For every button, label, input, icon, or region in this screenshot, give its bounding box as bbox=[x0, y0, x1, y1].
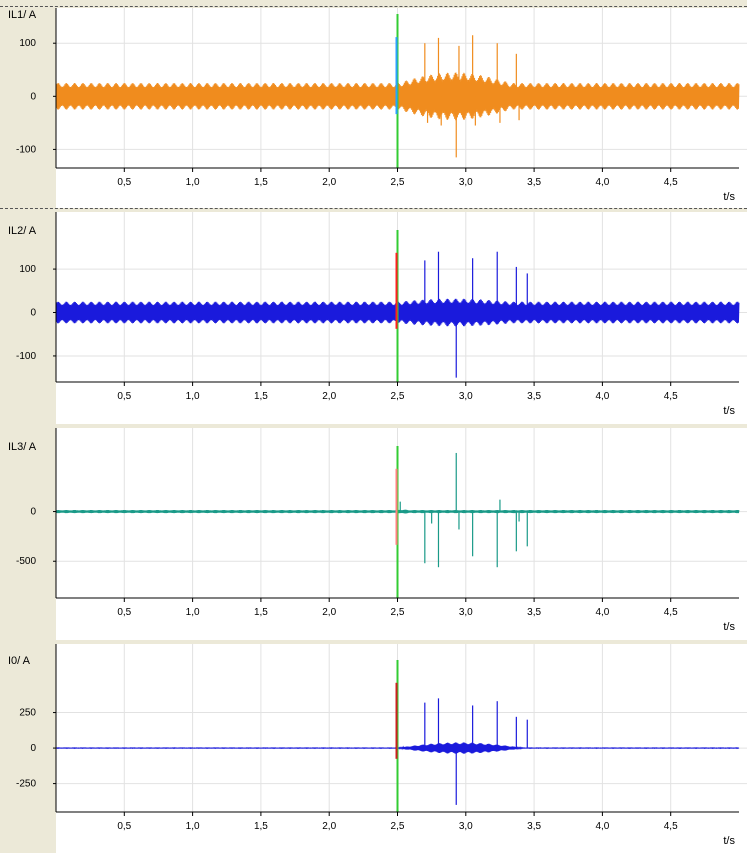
x-tick-label: 0,5 bbox=[117, 177, 131, 188]
x-tick-label: 3,5 bbox=[527, 177, 541, 188]
x-tick-label: 3,5 bbox=[527, 607, 541, 618]
chart-panel-il1: 100 0 -100 0,5 1,0 1,5 2,0 2,5 3,0 3,5 4,0 4,5 IL1/ … bbox=[0, 8, 747, 208]
y-tick-label: -100 bbox=[16, 144, 36, 155]
x-tick-label: 2,5 bbox=[391, 177, 405, 188]
y-tick-label: 0 bbox=[30, 308, 36, 319]
x-tick-label: 1,0 bbox=[186, 607, 200, 618]
x-axis-title: t/s bbox=[723, 191, 735, 203]
x-tick-label: 3,0 bbox=[459, 177, 473, 188]
x-tick-label: 2,0 bbox=[322, 177, 336, 188]
x-tick-label: 3,0 bbox=[459, 391, 473, 402]
x-tick-label: 1,5 bbox=[254, 177, 268, 188]
x-tick-label: 4,5 bbox=[664, 821, 678, 832]
x-tick-label: 4,0 bbox=[595, 821, 609, 832]
y-tick-label: 0 bbox=[30, 91, 36, 102]
y-tick-label: -250 bbox=[16, 779, 36, 790]
x-tick-label: 2,5 bbox=[391, 821, 405, 832]
top-separator bbox=[0, 6, 747, 7]
x-tick-label: 4,5 bbox=[664, 607, 678, 618]
x-tick-label: 1,5 bbox=[254, 607, 268, 618]
x-tick-label: 1,0 bbox=[186, 821, 200, 832]
y-axis-title: IL1/ A bbox=[8, 9, 37, 21]
x-tick-label: 4,0 bbox=[595, 607, 609, 618]
x-axis-title: t/s bbox=[723, 621, 735, 633]
y-tick-label: 100 bbox=[19, 38, 36, 49]
chart-il3: 0 -500 0,5 1,0 1,5 2,0 2,5 3,0 3,5 4,0 4,5 IL3/ A t/… bbox=[8, 428, 747, 640]
y-tick-label: -500 bbox=[16, 556, 36, 567]
chart-il1: 100 0 -100 0,5 1,0 1,5 2,0 2,5 3,0 3,5 4,0 4,5 IL1/ … bbox=[8, 8, 747, 208]
x-tick-label: 1,5 bbox=[254, 821, 268, 832]
chart-panel-il3: 0 -500 0,5 1,0 1,5 2,0 2,5 3,0 3,5 4,0 4,5 IL3/ A t/… bbox=[0, 428, 747, 640]
plot-area bbox=[56, 8, 747, 208]
x-tick-label: 4,0 bbox=[595, 177, 609, 188]
y-tick-label: 100 bbox=[19, 264, 36, 275]
y-axis-title: I0/ A bbox=[8, 655, 31, 667]
x-tick-label: 2,5 bbox=[391, 607, 405, 618]
x-tick-label: 4,0 bbox=[595, 391, 609, 402]
x-tick-label: 1,5 bbox=[254, 391, 268, 402]
x-tick-label: 4,5 bbox=[664, 391, 678, 402]
plot-area bbox=[56, 428, 747, 640]
x-axis-title: t/s bbox=[723, 835, 735, 847]
x-tick-label: 2,0 bbox=[322, 821, 336, 832]
x-axis-title: t/s bbox=[723, 405, 735, 417]
x-tick-label: 3,5 bbox=[527, 391, 541, 402]
x-tick-label: 3,0 bbox=[459, 821, 473, 832]
x-tick-label: 2,5 bbox=[391, 391, 405, 402]
chart-panel-i0: 250 0 -250 0,5 1,0 1,5 2,0 2,5 3,0 3,5 4,0 4,5 I0/ A… bbox=[0, 644, 747, 853]
x-tick-label: 3,5 bbox=[527, 821, 541, 832]
x-tick-label: 2,0 bbox=[322, 607, 336, 618]
chart-i0: 250 0 -250 0,5 1,0 1,5 2,0 2,5 3,0 3,5 4,0 4,5 I0/ A… bbox=[8, 644, 747, 853]
y-axis-title: IL2/ A bbox=[8, 225, 37, 237]
x-tick-label: 2,0 bbox=[322, 391, 336, 402]
x-tick-label: 0,5 bbox=[117, 607, 131, 618]
x-tick-label: 1,0 bbox=[186, 391, 200, 402]
y-tick-label: 0 bbox=[30, 507, 36, 518]
x-tick-label: 1,0 bbox=[186, 177, 200, 188]
x-tick-label: 0,5 bbox=[117, 821, 131, 832]
y-tick-label: 250 bbox=[19, 708, 36, 719]
y-tick-label: -100 bbox=[16, 351, 36, 362]
x-tick-label: 0,5 bbox=[117, 391, 131, 402]
x-tick-label: 4,5 bbox=[664, 177, 678, 188]
y-axis-title: IL3/ A bbox=[8, 441, 37, 453]
chart-panel-il2: 100 0 -100 0,5 1,0 1,5 2,0 2,5 3,0 3,5 4,0 4,5 IL2/ … bbox=[0, 212, 747, 424]
y-tick-label: 0 bbox=[30, 743, 36, 754]
panel-separator bbox=[0, 208, 747, 209]
chart-il2: 100 0 -100 0,5 1,0 1,5 2,0 2,5 3,0 3,5 4,0 4,5 IL2/ … bbox=[8, 212, 747, 424]
x-tick-label: 3,0 bbox=[459, 607, 473, 618]
